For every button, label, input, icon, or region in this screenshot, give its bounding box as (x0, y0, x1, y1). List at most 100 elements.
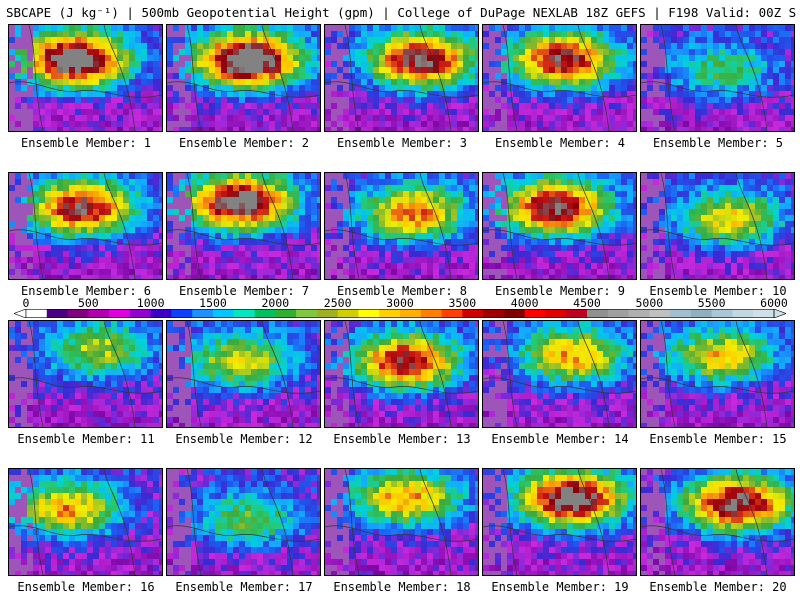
cape-cell (567, 275, 573, 279)
cape-cell (719, 61, 725, 67)
cape-cell (469, 97, 475, 103)
cape-cell (397, 179, 403, 185)
cape-cell (15, 115, 21, 121)
cape-cell (561, 61, 567, 67)
cape-cell (99, 363, 105, 369)
cape-cell (105, 91, 111, 97)
cape-cell (141, 227, 147, 233)
cape-cell (167, 227, 173, 233)
cape-cell (9, 97, 15, 103)
cape-cell (519, 227, 525, 233)
cape-cell (87, 179, 93, 185)
cape-cell (111, 109, 117, 115)
cape-cell (439, 221, 445, 227)
cape-cell (21, 25, 27, 31)
cape-cell (275, 179, 281, 185)
cape-cell (15, 345, 21, 351)
cape-cell (373, 227, 379, 233)
cape-cell (457, 61, 463, 67)
cape-cell (325, 37, 331, 43)
cape-cell (221, 79, 227, 85)
cape-cell (791, 245, 794, 251)
cape-cell (633, 73, 636, 79)
cape-cell (621, 263, 627, 269)
cape-cell (609, 97, 615, 103)
cape-cell (203, 269, 209, 275)
cape-cell (317, 79, 320, 85)
cape-cell (561, 245, 567, 251)
cape-cell (257, 239, 263, 245)
cape-cell (579, 251, 585, 257)
cape-cell (75, 121, 81, 127)
cape-cell (221, 43, 227, 49)
cape-cell (33, 357, 39, 363)
cape-cell (93, 191, 99, 197)
cape-cell (621, 173, 627, 179)
cape-cell (75, 321, 81, 327)
cape-cell (475, 239, 478, 245)
cape-cell (355, 251, 361, 257)
cape-cell (403, 227, 409, 233)
cape-cell (173, 49, 179, 55)
cape-cell (653, 49, 659, 55)
cape-cell (397, 31, 403, 37)
cape-cell (641, 197, 647, 203)
cape-cell (311, 197, 317, 203)
cape-cell (695, 245, 701, 251)
cape-cell (761, 61, 767, 67)
cape-cell (233, 55, 239, 61)
cape-cell (57, 333, 63, 339)
cape-cell (457, 269, 463, 275)
cape-cell (203, 227, 209, 233)
cape-cell (349, 221, 355, 227)
cape-cell (573, 49, 579, 55)
cape-cell (585, 61, 591, 67)
cape-cell (647, 109, 653, 115)
cape-cell (591, 121, 597, 127)
cape-cell (749, 203, 755, 209)
cape-cell (123, 103, 129, 109)
cape-cell (457, 227, 463, 233)
cape-cell (701, 209, 707, 215)
cape-cell (695, 49, 701, 55)
cape-cell (179, 49, 185, 55)
cape-cell (785, 115, 791, 121)
cape-cell (215, 197, 221, 203)
cape-cell (215, 185, 221, 191)
cape-cell (15, 103, 21, 109)
cape-cell (427, 109, 433, 115)
cape-cell (427, 97, 433, 103)
cape-cell (683, 203, 689, 209)
cape-cell (81, 327, 87, 333)
cape-cell (597, 85, 603, 91)
cape-cell (33, 221, 39, 227)
cape-cell (457, 43, 463, 49)
cape-cell (233, 49, 239, 55)
cape-cell (361, 173, 367, 179)
cape-cell (457, 121, 463, 127)
cape-cell (501, 209, 507, 215)
cape-cell (603, 37, 609, 43)
cape-cell (123, 67, 129, 73)
cape-cell (293, 203, 299, 209)
cape-cell (633, 263, 636, 269)
cape-cell (627, 263, 633, 269)
cape-cell (439, 67, 445, 73)
cape-cell (57, 327, 63, 333)
cape-cell (659, 127, 665, 131)
cape-cell (561, 239, 567, 245)
cape-cell (293, 49, 299, 55)
cape-cell (159, 357, 162, 363)
cape-cell (379, 209, 385, 215)
cape-cell (69, 61, 75, 67)
cape-cell (263, 85, 269, 91)
cape-cell (269, 73, 275, 79)
cape-cell (415, 233, 421, 239)
cape-cell (641, 173, 647, 179)
cape-cell (81, 275, 87, 279)
cape-cell (677, 209, 683, 215)
cape-cell (331, 73, 337, 79)
cape-cell (311, 37, 317, 43)
cape-cell (269, 25, 275, 31)
cape-cell (743, 97, 749, 103)
